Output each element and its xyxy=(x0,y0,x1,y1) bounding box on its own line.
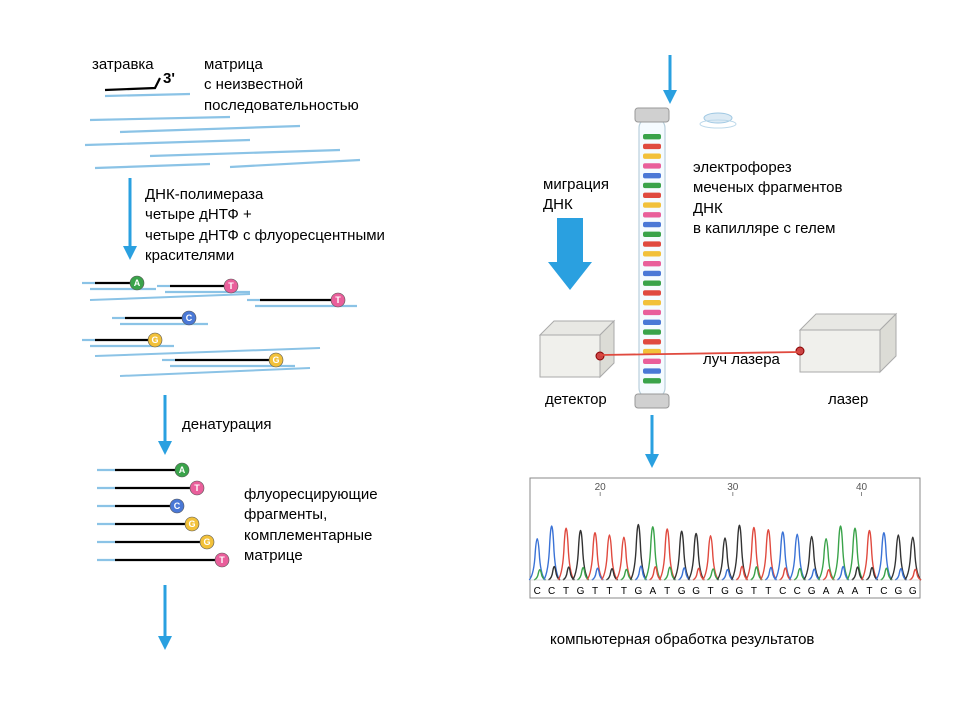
svg-text:20: 20 xyxy=(595,482,607,493)
label-laser: лазер xyxy=(828,390,868,410)
svg-text:G: G xyxy=(909,586,917,597)
svg-text:T: T xyxy=(219,555,225,565)
svg-text:C: C xyxy=(534,586,541,597)
svg-text:G: G xyxy=(203,537,210,547)
arrow-step2 xyxy=(158,395,172,455)
svg-text:T: T xyxy=(335,295,341,305)
svg-text:A: A xyxy=(852,586,859,597)
sample-disc xyxy=(704,113,732,123)
label-three-prime: 3' xyxy=(163,69,175,89)
svg-text:G: G xyxy=(736,586,744,597)
fragment-ladder: ATCGGT xyxy=(97,463,229,567)
svg-text:T: T xyxy=(708,586,714,597)
svg-text:T: T xyxy=(664,586,670,597)
arrow-to-chromatogram xyxy=(645,415,659,468)
svg-text:G: G xyxy=(577,586,585,597)
diagram-canvas: ATTCGGATCGGT203040CCTGTTTGATGGTGGTTCCGAA… xyxy=(0,0,960,720)
extension-products: A T T C G G xyxy=(82,276,357,376)
arrow-step3 xyxy=(158,585,172,650)
label-computer-processing: компьютерная обработка результатов xyxy=(550,630,814,650)
svg-text:C: C xyxy=(794,586,801,597)
svg-text:T: T xyxy=(621,586,627,597)
svg-text:T: T xyxy=(606,586,612,597)
arrow-step1 xyxy=(123,178,137,260)
svg-text:G: G xyxy=(272,355,279,365)
svg-text:G: G xyxy=(151,335,158,345)
chromatogram: 203040CCTGTTTGATGGTGGTTCCGAAATCGG xyxy=(529,478,921,598)
svg-text:T: T xyxy=(228,281,234,291)
laser-box xyxy=(796,314,896,372)
svg-text:C: C xyxy=(174,501,181,511)
svg-text:T: T xyxy=(866,586,872,597)
svg-text:A: A xyxy=(823,586,830,597)
svg-text:G: G xyxy=(188,519,195,529)
label-migration: миграцияДНК xyxy=(543,175,609,216)
svg-text:40: 40 xyxy=(856,482,868,493)
svg-text:T: T xyxy=(751,586,757,597)
label-template: матрицас неизвестнойпоследовательностью xyxy=(204,55,359,116)
svg-text:30: 30 xyxy=(727,482,739,493)
svg-text:G: G xyxy=(634,586,642,597)
svg-text:G: G xyxy=(678,586,686,597)
svg-text:T: T xyxy=(765,586,771,597)
arrow-migration xyxy=(548,218,592,290)
svg-text:C: C xyxy=(880,586,887,597)
label-fragments: флуоресцирующиефрагменты,комплементарные… xyxy=(244,485,378,566)
svg-text:A: A xyxy=(134,278,141,288)
svg-text:A: A xyxy=(179,465,186,475)
svg-text:G: G xyxy=(721,586,729,597)
svg-text:T: T xyxy=(563,586,569,597)
capillary xyxy=(635,108,669,408)
label-electrophoresis: электрофорезмеченых фрагментовДНКв капил… xyxy=(693,158,843,239)
svg-text:G: G xyxy=(894,586,902,597)
label-denaturation: денатурация xyxy=(182,415,272,435)
label-primer: затравка xyxy=(92,55,154,75)
svg-text:C: C xyxy=(548,586,555,597)
svg-text:T: T xyxy=(194,483,200,493)
svg-text:G: G xyxy=(692,586,700,597)
svg-text:A: A xyxy=(649,586,656,597)
svg-text:A: A xyxy=(837,586,844,597)
detector-box xyxy=(540,321,614,377)
svg-text:G: G xyxy=(808,586,816,597)
label-detector: детектор xyxy=(545,390,607,410)
svg-text:C: C xyxy=(186,313,193,323)
label-laser-beam: луч лазера xyxy=(703,350,780,370)
arrow-into-capillary xyxy=(663,55,677,104)
svg-text:C: C xyxy=(779,586,786,597)
label-polymerase: ДНК-полимеразачетыре дНТФ +четыре дНТФ с… xyxy=(145,185,385,266)
svg-text:T: T xyxy=(592,586,598,597)
